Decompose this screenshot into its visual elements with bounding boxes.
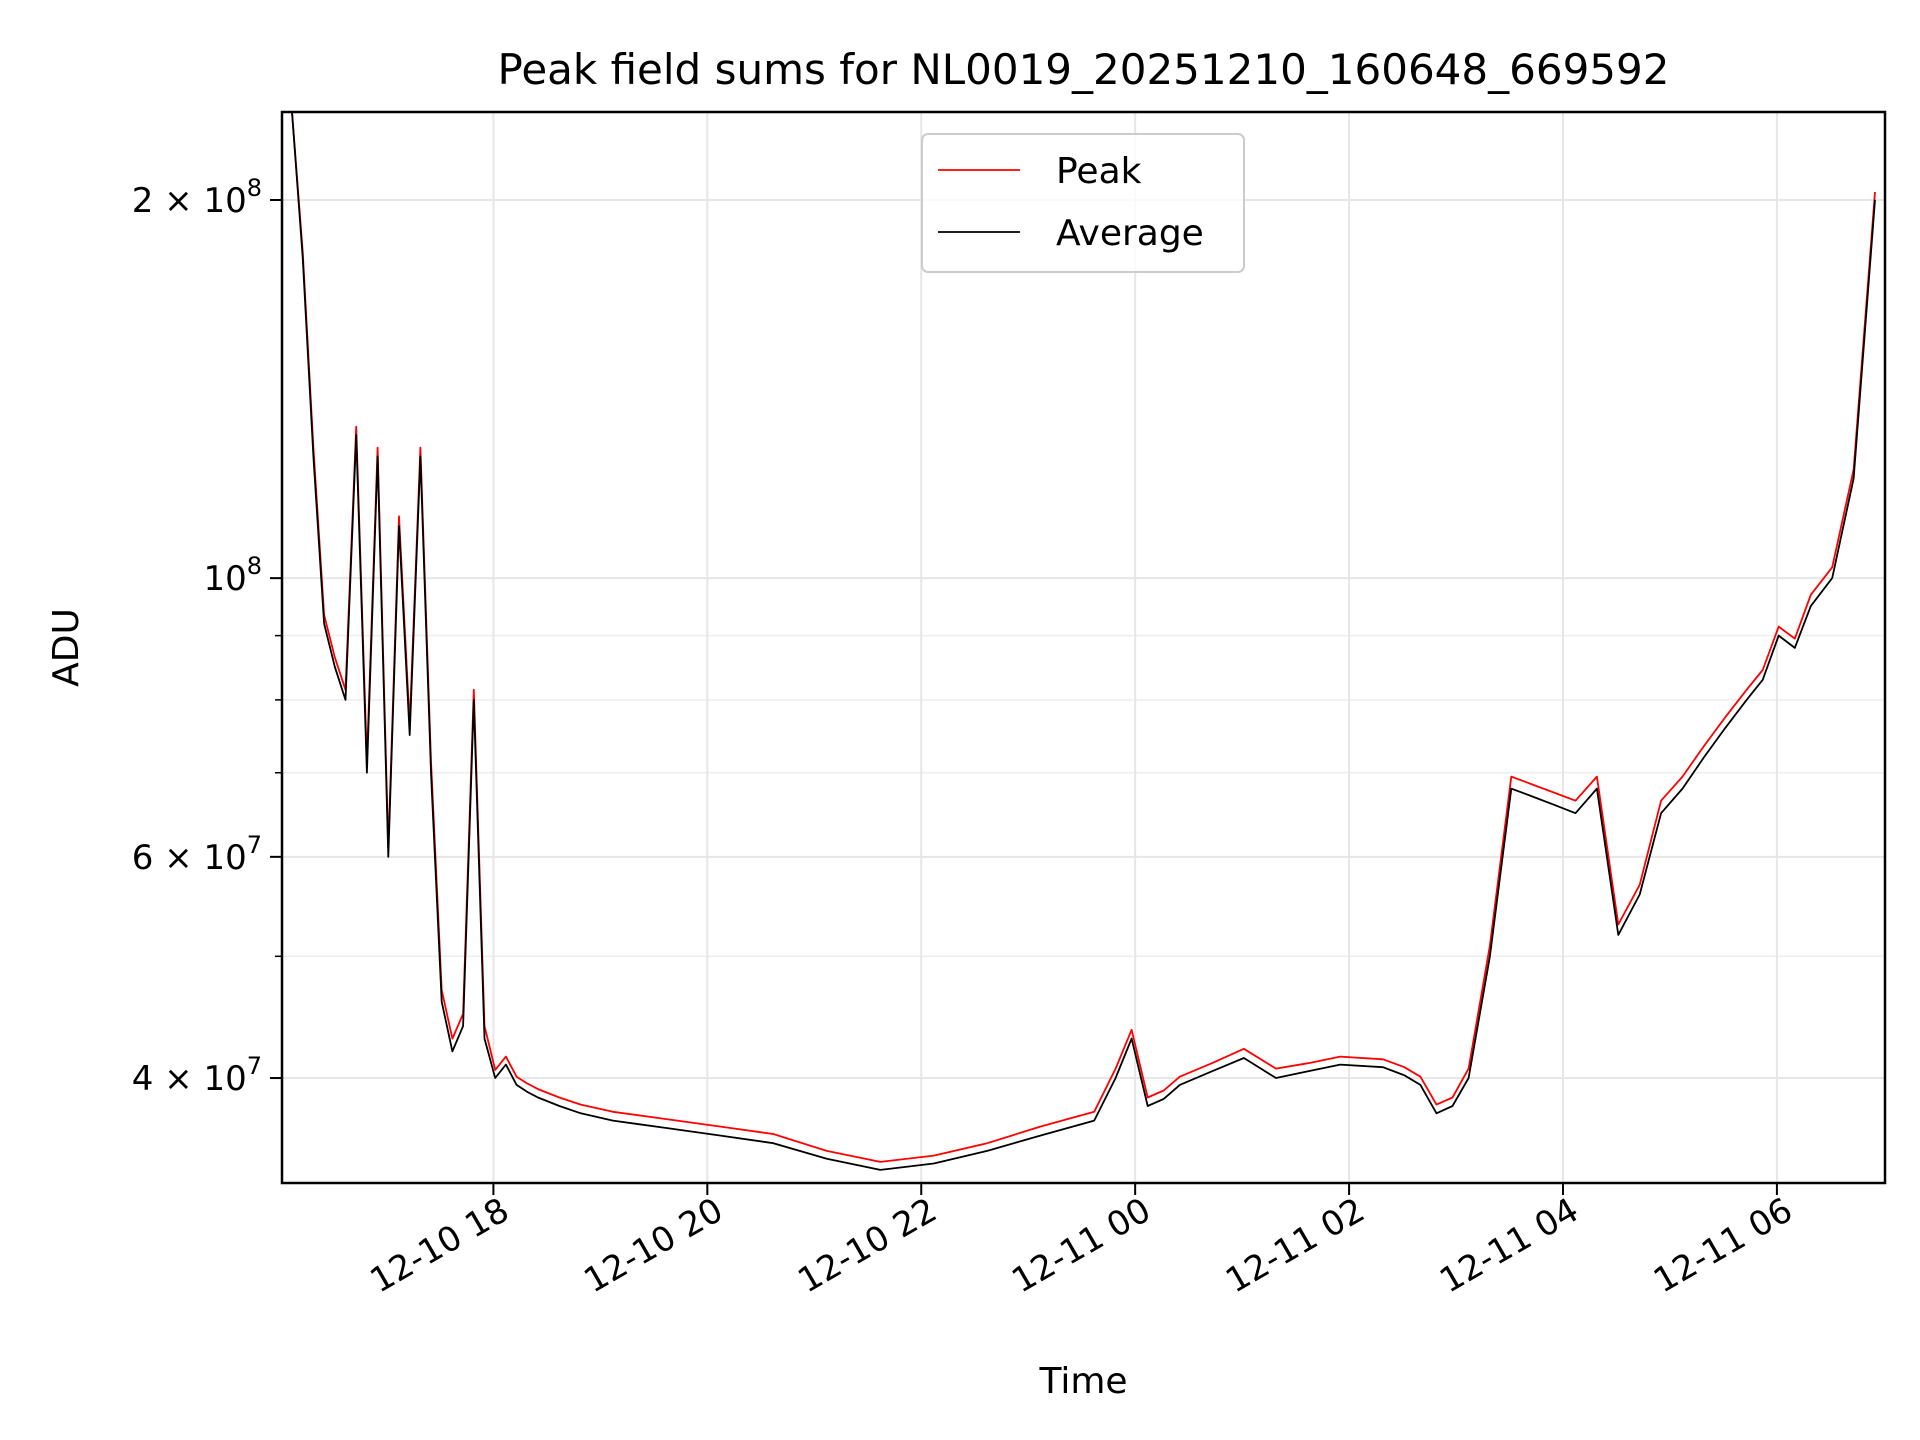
chart-title: Peak field sums for NL0019_20251210_1606…	[498, 45, 1670, 94]
legend: Peak Average	[921, 133, 1245, 273]
y-tick-label: 6 × 107	[132, 831, 262, 878]
axes-frame	[280, 110, 1887, 1185]
x-axis-title: Time	[1038, 1361, 1127, 1402]
legend-label-peak: Peak	[1056, 151, 1142, 192]
y-tick-label: 4 × 107	[132, 1052, 262, 1099]
legend-box	[921, 133, 1245, 273]
y-tick-label: 2 × 108	[132, 174, 262, 221]
y-axis-title: ADU	[46, 608, 87, 687]
y-tick-label: 108	[203, 552, 262, 599]
series-line-average	[291, 112, 1876, 1171]
plot-area	[291, 112, 1876, 1171]
legend-label-average: Average	[1056, 213, 1204, 254]
grid	[282, 112, 1885, 1183]
